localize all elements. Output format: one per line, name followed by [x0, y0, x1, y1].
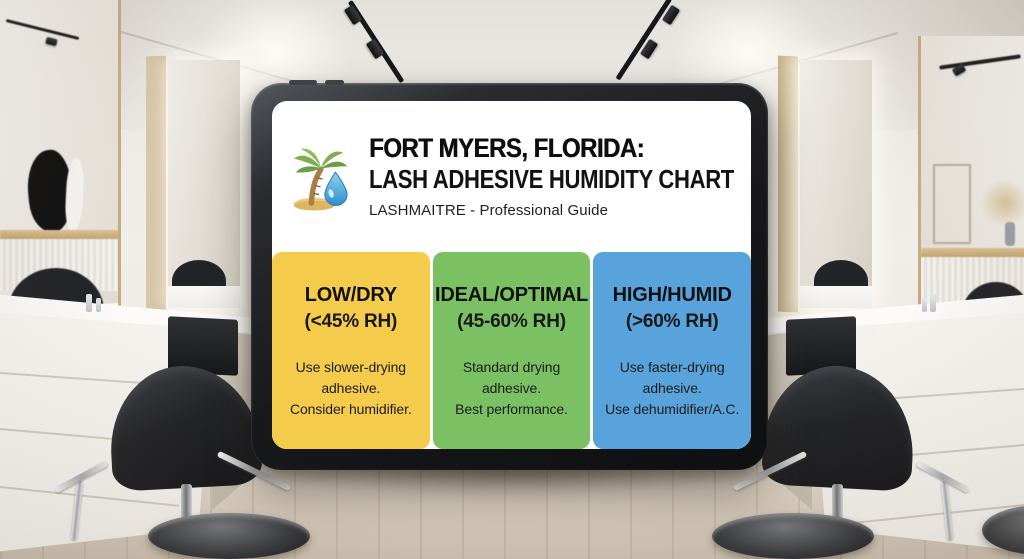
tablet: FORT MYERS, FLORIDA: LASH ADHESIVE HUMID…: [251, 80, 768, 470]
panel-label: HIGH/HUMID: [612, 284, 732, 306]
panel-label: LOW/DRY: [304, 284, 397, 306]
cosmetic-bottle: [96, 298, 101, 312]
volume-button: [325, 80, 344, 85]
chart-header: FORT MYERS, FLORIDA: LASH ADHESIVE HUMID…: [272, 101, 751, 252]
palm-tree-icon: [293, 148, 348, 210]
reflected-gold-ledge: [0, 230, 118, 239]
reflected-gold-ledge: [921, 248, 1024, 257]
reflected-counter: [800, 286, 872, 308]
mirror-left-reflection: [0, 0, 118, 335]
chart-titles: FORT MYERS, FLORIDA: LASH ADHESIVE HUMID…: [369, 134, 751, 219]
cosmetic-bottle: [922, 298, 927, 312]
chair-base-right: [712, 513, 874, 559]
panel-ideal-optimal: IDEAL/OPTIMAL (45-60% RH) Standard dryin…: [432, 252, 591, 449]
water-drop-icon: [324, 170, 348, 206]
tablet-screen: FORT MYERS, FLORIDA: LASH ADHESIVE HUMID…: [272, 101, 751, 449]
title-line1: FORT MYERS, FLORIDA:: [369, 133, 645, 164]
mirror-right-backlit: [800, 60, 872, 308]
panel-low-dry: LOW/DRY (<45% RH) Use slower-drying adhe…: [272, 252, 430, 449]
title-line2: LASH ADHESIVE HUMIDITY CHART: [369, 164, 734, 195]
mirror-left-backlit: [168, 60, 240, 308]
chair-base-left: [148, 513, 310, 559]
cosmetic-bottle: [930, 294, 936, 312]
vase: [1005, 222, 1015, 246]
spotlight-icon: [45, 36, 58, 47]
reflected-track-light: [5, 18, 80, 41]
wood-panel-left: [146, 55, 166, 313]
panel-label: IDEAL/OPTIMAL: [435, 284, 588, 306]
brand-subtitle: LASHMAITRE - Professional Guide: [369, 201, 609, 219]
panel-advice: Use slower-drying adhesive. Consider hum…: [289, 359, 412, 417]
volume-button: [289, 80, 317, 85]
brand-icons: [291, 142, 349, 214]
pampas-grass: [981, 180, 1024, 226]
humidity-panels: LOW/DRY (<45% RH) Use slower-drying adhe…: [272, 252, 751, 449]
panel-range: (<45% RH): [304, 311, 398, 332]
chair-pole-left: [181, 484, 192, 526]
mirror-right-reflection: [921, 36, 1024, 333]
panel-range: (45-60% RH): [457, 311, 566, 332]
wood-panel-right: [778, 55, 798, 313]
chair-pole-right: [832, 484, 843, 526]
panel-advice: Standard drying adhesive. Best performan…: [455, 359, 568, 417]
panel-range: (>60% RH): [625, 311, 719, 332]
panel-advice: Use faster-drying adhesive. Use dehumidi…: [605, 359, 740, 417]
panel-high-humid: HIGH/HUMID (>60% RH) Use faster-drying a…: [593, 252, 751, 449]
reflected-track-light: [939, 54, 1021, 70]
mirror-left-large: [0, 0, 121, 338]
mirror-right-large: [918, 36, 1024, 336]
cosmetic-bottle: [86, 294, 92, 312]
reflected-counter: [168, 286, 240, 308]
reflected-doorway: [933, 164, 971, 244]
